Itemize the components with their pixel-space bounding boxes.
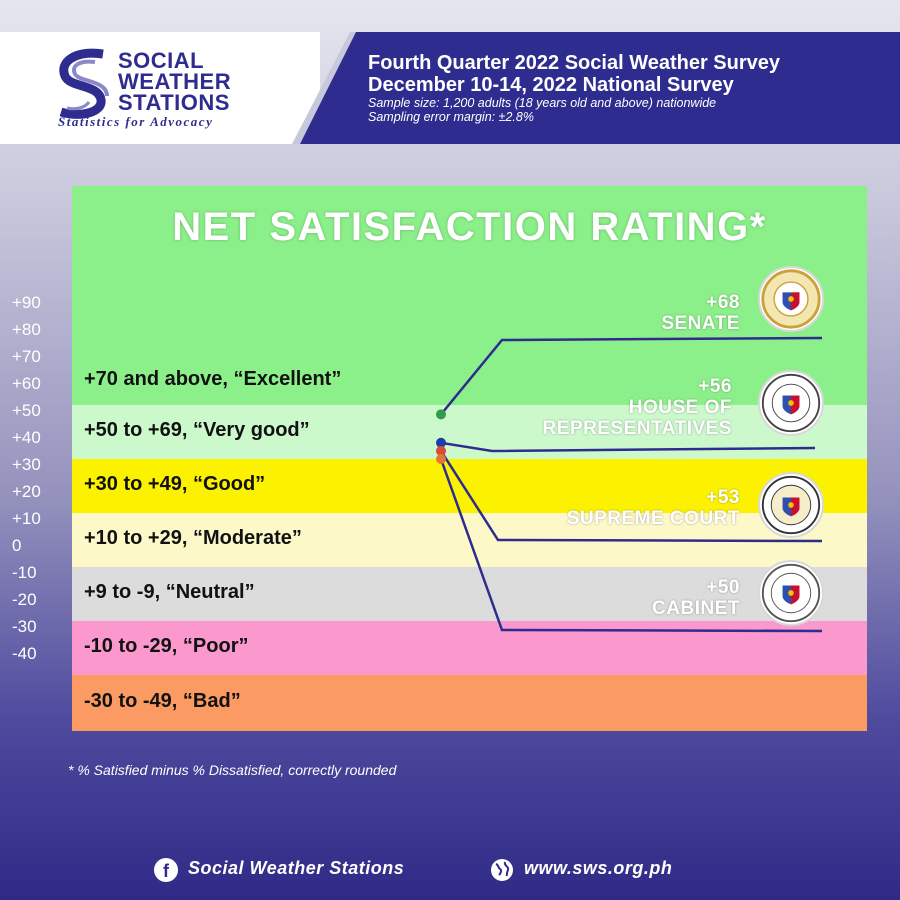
y-tick-label: +50: [12, 401, 41, 420]
rating-band-label: -30 to -49, “Bad”: [84, 690, 241, 712]
rating-band-label: +10 to +29, “Moderate”: [84, 527, 302, 549]
y-tick-label: +90: [12, 293, 41, 312]
chart-footnote: * % Satisfied minus % Dissatisfied, corr…: [68, 762, 397, 778]
rating-band: -10 to -29, “Poor”: [72, 621, 867, 675]
y-tick-label: +20: [12, 482, 41, 501]
y-tick-label: +30: [12, 455, 41, 474]
y-tick-label: -40: [12, 644, 37, 663]
house-value: +56: [698, 376, 732, 397]
org-name-line1: SOCIAL: [118, 48, 205, 73]
senate-label: +68 SENATE: [560, 292, 740, 334]
website-link[interactable]: www.sws.org.ph: [524, 858, 673, 878]
y-tick-label: +70: [12, 347, 41, 366]
rating-band: +9 to -9, “Neutral”: [72, 567, 867, 621]
cabinet-value: +50: [706, 577, 740, 598]
house-label: +56 HOUSE OF REPRESENTATIVES: [470, 376, 732, 439]
rating-band-label: +50 to +69, “Very good”: [84, 419, 310, 441]
rating-band-label: +30 to +49, “Good”: [84, 473, 266, 495]
error-margin: Sampling error margin: ±2.8%: [368, 110, 534, 124]
org-name: SOCIAL WEATHER STATIONS: [118, 48, 232, 115]
y-tick-label: -10: [12, 563, 37, 582]
y-tick-label: 0: [12, 536, 22, 555]
survey-title: Fourth Quarter 2022 Social Weather Surve…: [368, 52, 781, 74]
sample-size: Sample size: 1,200 adults (18 years old …: [368, 96, 717, 110]
globe-icon[interactable]: [490, 858, 514, 882]
rating-band: -30 to -49, “Bad”: [72, 675, 867, 731]
sws-logo-icon: [59, 48, 109, 119]
survey-details: Sample size: 1,200 adults (18 years old …: [368, 96, 716, 124]
supreme-court-seal-icon: [758, 472, 824, 538]
y-tick-label: +80: [12, 320, 41, 339]
senate-value: +68: [706, 292, 740, 313]
senate-seal-icon: [758, 266, 824, 332]
survey-dates: December 10-14, 2022 National Survey: [368, 74, 734, 96]
rating-band: +10 to +29, “Moderate”: [72, 513, 867, 567]
y-tick-label: +40: [12, 428, 41, 447]
org-name-line2: WEATHER: [118, 69, 232, 94]
facebook-link[interactable]: Social Weather Stations: [188, 858, 405, 878]
y-tick-label: -30: [12, 617, 37, 636]
house-seal-icon: [758, 370, 824, 436]
rating-band: +30 to +49, “Good”: [72, 459, 867, 513]
cabinet-name: CABINET: [652, 598, 740, 619]
rating-scale-panel: +70 and above, “Excellent” +50 to +69, “V…: [72, 186, 867, 731]
supreme-court-label: +53 SUPREME COURT: [500, 487, 740, 529]
y-tick-label: +60: [12, 374, 41, 393]
cabinet-label: +50 CABINET: [560, 577, 740, 619]
y-tick-label: +10: [12, 509, 41, 528]
org-name-line3: STATIONS: [118, 90, 230, 115]
rating-band-label: +9 to -9, “Neutral”: [84, 581, 255, 603]
facebook-icon[interactable]: f: [154, 858, 178, 882]
senate-name: SENATE: [661, 313, 740, 334]
y-tick-label: -20: [12, 590, 37, 609]
rating-band-label: +70 and above, “Excellent”: [84, 368, 342, 390]
cabinet-seal-icon: [758, 560, 824, 626]
supreme-court-value: +53: [706, 487, 740, 508]
rating-band-label: -10 to -29, “Poor”: [84, 635, 249, 657]
header-survey-panel: [300, 32, 900, 144]
house-name: HOUSE OF REPRESENTATIVES: [542, 397, 732, 439]
survey-title-block: Fourth Quarter 2022 Social Weather Surve…: [368, 52, 780, 96]
org-tagline: Statistics for Advocacy: [58, 114, 214, 129]
supreme-court-name: SUPREME COURT: [566, 508, 740, 529]
header-logo-panel: [0, 32, 320, 144]
chart-title: NET SATISFACTION RATING*: [172, 205, 767, 249]
